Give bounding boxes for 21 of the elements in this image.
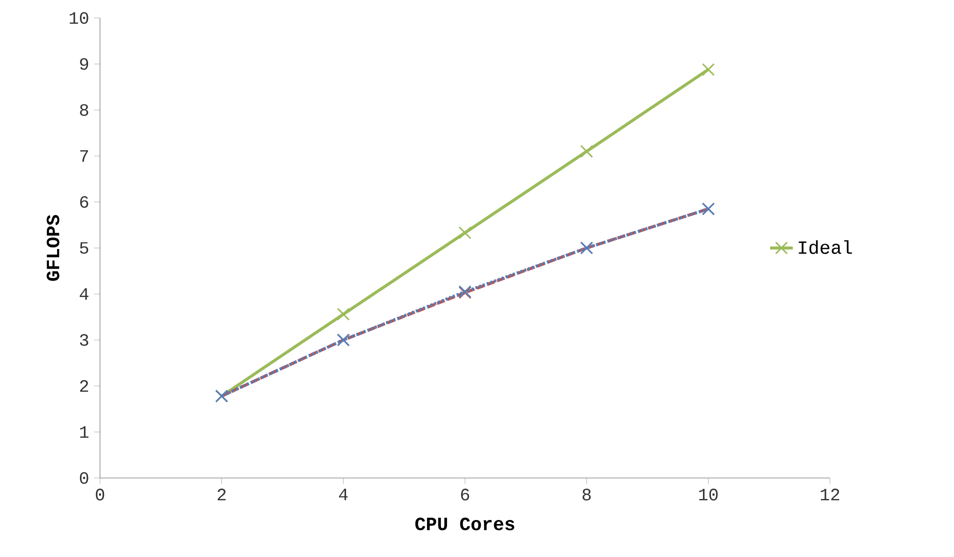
y-tick-label: 2 [80, 380, 88, 392]
y-tick-label: 6 [80, 196, 88, 208]
x-tick-label: 0 [96, 488, 104, 500]
y-tick-label: 1 [80, 426, 88, 438]
y-tick-label: 3 [80, 334, 88, 346]
y-tick-label: 9 [80, 58, 88, 70]
x-tick-label: 12 [820, 488, 840, 500]
x-tick-label: 8 [582, 488, 591, 500]
x-tick-label: 10 [699, 488, 718, 500]
y-tick-label: 0 [80, 472, 88, 484]
y-tick-label: 7 [80, 150, 88, 162]
y-axis-title: GFLOPS [46, 214, 60, 281]
x-tick-label: 2 [218, 488, 226, 500]
y-tick-label: 8 [80, 104, 88, 116]
legend-label: Ideal [798, 240, 852, 254]
y-tick-label: 5 [80, 242, 88, 254]
x-tick-label: 4 [339, 488, 348, 500]
x-tick-label: 6 [461, 488, 470, 500]
x-axis-title: CPU Cores [415, 518, 514, 530]
y-tick-label: 10 [70, 12, 88, 24]
y-tick-label: 4 [80, 288, 88, 300]
